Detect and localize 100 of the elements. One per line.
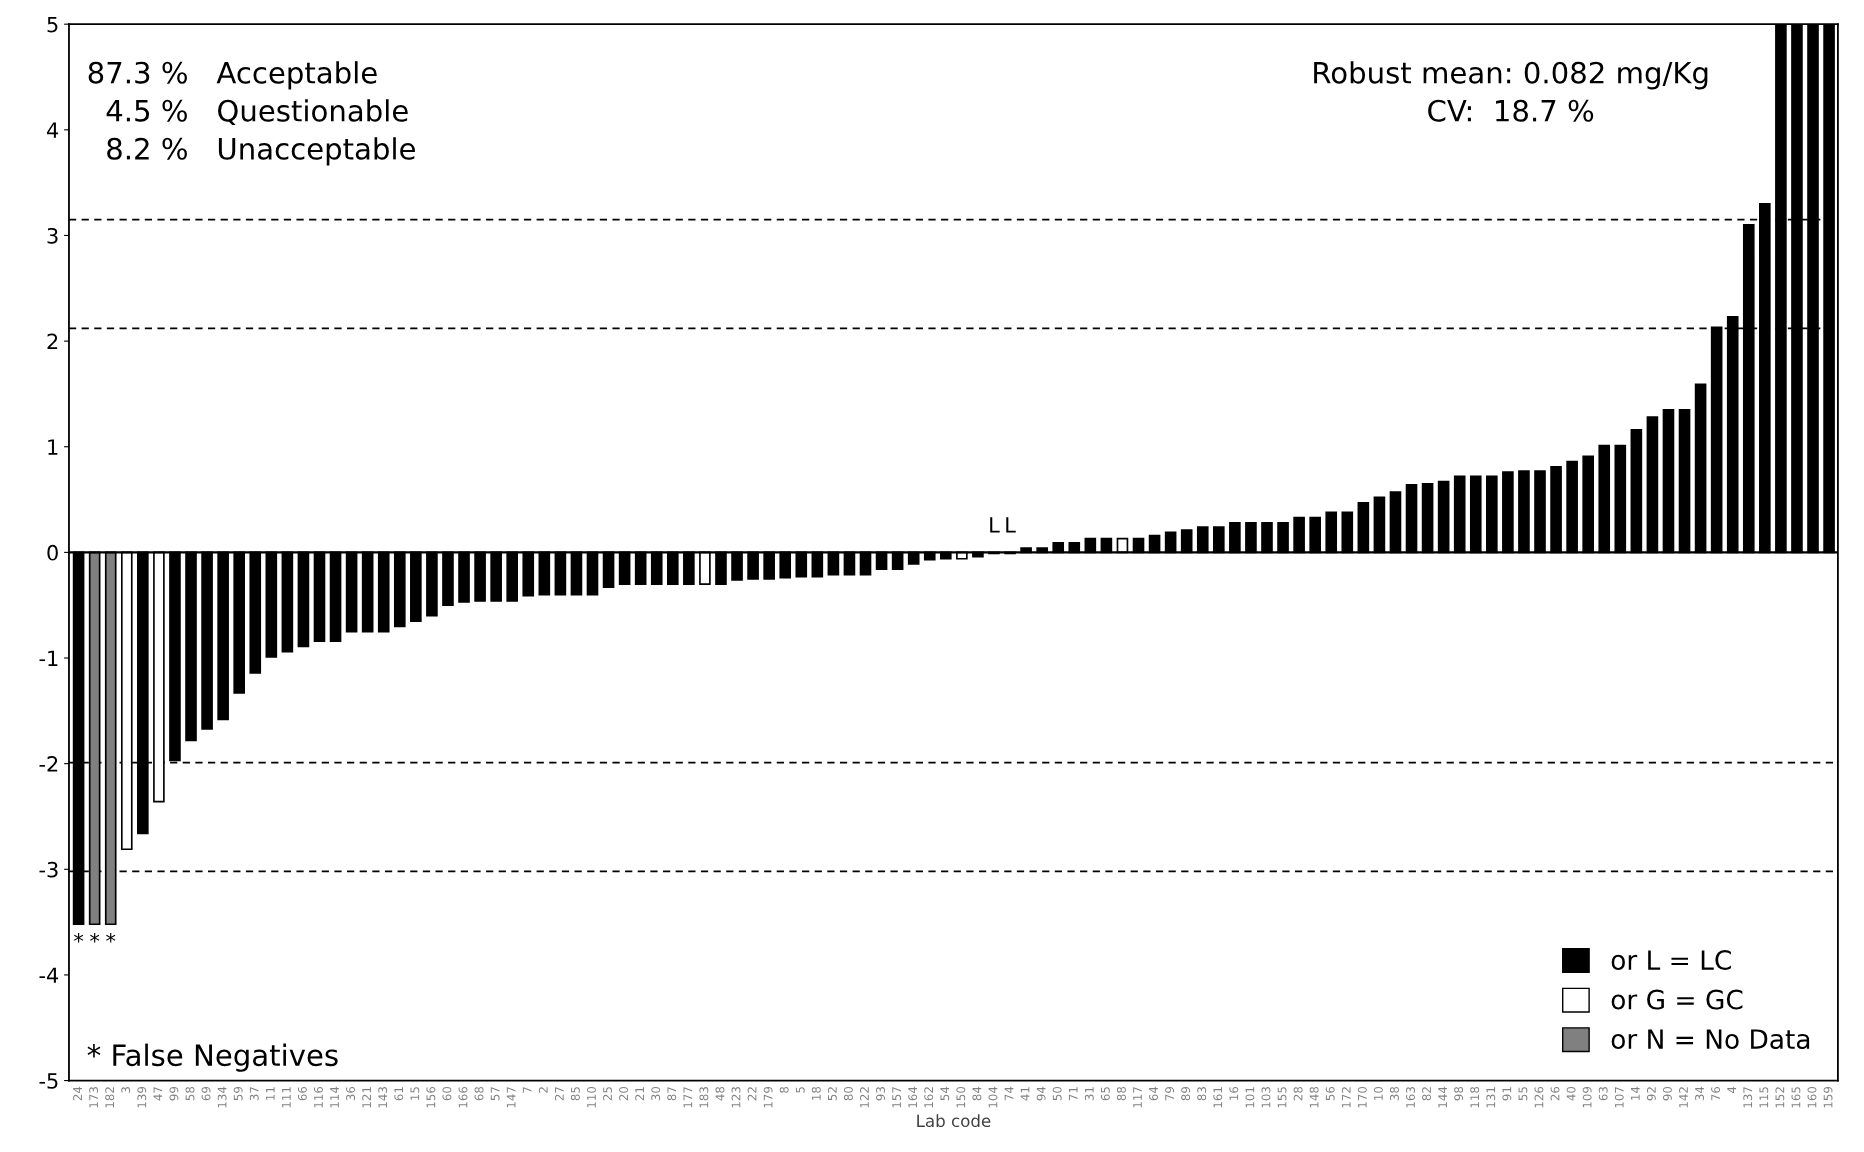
x-tick-label: 25: [603, 1087, 612, 1101]
x-tick-label: 40: [1566, 1086, 1576, 1101]
annotation: 8.2 % Unacceptable: [107, 137, 415, 166]
x-tick-label: 58: [185, 1086, 195, 1101]
x-tick-label: 110: [587, 1086, 596, 1108]
y-tick-label: 4: [47, 122, 59, 138]
x-tick-label: 107: [1614, 1087, 1624, 1108]
x-tick-label: 99: [169, 1086, 179, 1101]
x-tick-label: 116: [313, 1086, 323, 1108]
x-tick-label: 126: [1534, 1086, 1544, 1108]
x-tick-label: 4: [1727, 1086, 1736, 1094]
annotation: 4.5 % Questionable: [106, 99, 408, 126]
annotation: L: [990, 517, 1000, 533]
x-tick-label: 170: [1357, 1086, 1367, 1108]
x-tick-label: 98: [1454, 1086, 1464, 1101]
x-tick-label: 165: [1791, 1087, 1801, 1108]
x-tick-label: 163: [1406, 1087, 1415, 1108]
x-tick-label: 18: [811, 1086, 821, 1100]
x-tick-label: 7: [522, 1087, 532, 1093]
y-tick-label: 0: [47, 544, 58, 561]
x-tick-label: 122: [860, 1087, 869, 1108]
x-tick-label: 90: [1662, 1086, 1672, 1101]
x-tick-label: 160: [1807, 1086, 1817, 1108]
y-tick-label: -2: [39, 756, 58, 772]
x-tick-label: 109: [1582, 1086, 1592, 1108]
x-tick-label: 30: [651, 1086, 661, 1101]
x-tick-label: 144: [1438, 1086, 1447, 1108]
x-tick-label: 79: [1165, 1086, 1175, 1101]
legend-label: or N = No Data: [1611, 1029, 1810, 1050]
x-tick-label: 111: [282, 1087, 291, 1108]
x-tick-label: 179: [763, 1086, 773, 1108]
x-tick-label: 3: [121, 1087, 131, 1093]
x-tick-label: 38: [1389, 1086, 1399, 1101]
x-tick-label: 87: [667, 1087, 677, 1101]
x-tick-label: 5: [795, 1087, 805, 1093]
x-tick-label: 101: [1245, 1087, 1255, 1108]
x-tick-label: 83: [1197, 1087, 1207, 1101]
x-tick-label: 69: [201, 1086, 211, 1101]
annotation: Robust mean: 0.082 mg/Kg: [1314, 61, 1708, 90]
x-tick-label: 157: [892, 1087, 902, 1108]
y-tick-label: 1: [48, 439, 58, 455]
x-tick-label: 134: [217, 1086, 227, 1108]
x-tick-label: 26: [1550, 1086, 1560, 1101]
x-tick-label: 82: [1422, 1087, 1432, 1101]
x-tick-label: 89: [1181, 1086, 1191, 1101]
x-tick-label: 115: [1759, 1087, 1769, 1108]
y-tick-label: 3: [47, 227, 58, 244]
annotation: * False Negatives: [87, 1043, 338, 1072]
x-tick-label: 104: [988, 1086, 998, 1108]
y-tick-label: -1: [39, 650, 58, 666]
x-tick-label: 182: [105, 1087, 115, 1108]
x-tick-label: 28: [1293, 1086, 1303, 1101]
x-tick-label: 173: [89, 1087, 99, 1108]
x-tick-label: 161: [1213, 1087, 1223, 1108]
x-tick-label: 68: [474, 1086, 484, 1101]
x-tick-label: 142: [1679, 1087, 1688, 1108]
x-tick-label: 137: [1743, 1087, 1753, 1108]
x-tick-label: 20: [619, 1086, 629, 1101]
x-tick-label: 41: [1020, 1087, 1030, 1101]
legend-label: or L = LC: [1611, 950, 1731, 971]
x-tick-label: 162: [924, 1087, 934, 1108]
x-tick-label: 91: [1502, 1087, 1512, 1101]
x-tick-label: 56: [1325, 1086, 1335, 1101]
x-tick-label: 65: [1100, 1087, 1110, 1101]
x-tick-label: 74: [1004, 1086, 1014, 1101]
x-tick-label: 52: [827, 1087, 837, 1101]
x-tick-label: 114: [330, 1086, 339, 1108]
x-tick-label: 159: [1823, 1086, 1833, 1108]
x-tick-label: 27: [554, 1087, 564, 1101]
x-tick-label: 93: [876, 1087, 885, 1101]
x-tick-label: 59: [233, 1086, 243, 1101]
x-tick-label: 172: [1341, 1087, 1351, 1108]
x-tick-label: 103: [1261, 1087, 1271, 1108]
x-tick-label: 14: [1631, 1086, 1640, 1100]
x-tick-label: 139: [137, 1086, 147, 1108]
x-tick-label: 47: [153, 1087, 163, 1101]
x-tick-label: 150: [956, 1086, 966, 1108]
annotation: CV: 18.7 %: [1428, 99, 1594, 122]
x-axis-title: Lab code: [917, 1114, 991, 1128]
x-tick-label: 123: [731, 1087, 741, 1108]
x-tick-label: 156: [426, 1086, 436, 1108]
x-tick-label: 117: [1133, 1087, 1142, 1108]
x-tick-label: 36: [346, 1086, 356, 1101]
x-tick-label: 11: [265, 1087, 275, 1100]
x-tick-label: 177: [683, 1087, 693, 1108]
x-tick-label: 37: [249, 1087, 259, 1101]
x-tick-label: 92: [1646, 1087, 1656, 1101]
x-tick-label: 50: [1052, 1086, 1062, 1101]
y-tick-label: -3: [39, 861, 58, 878]
x-tick-label: 121: [362, 1087, 371, 1108]
x-tick-label: 31: [1084, 1087, 1094, 1101]
x-tick-label: 131: [1486, 1087, 1496, 1108]
y-tick-label: 5: [47, 16, 58, 33]
x-tick-label: 48: [715, 1086, 725, 1101]
x-tick-label: 15: [410, 1087, 420, 1100]
y-tick-label: -4: [39, 967, 59, 983]
x-tick-label: 54: [940, 1086, 950, 1101]
annotation: *: [90, 932, 100, 943]
x-tick-label: 22: [747, 1087, 757, 1101]
annotation: *: [74, 932, 84, 943]
